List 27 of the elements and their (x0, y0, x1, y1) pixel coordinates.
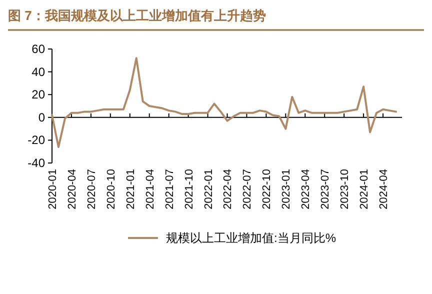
y-tick-label: 20 (32, 88, 46, 102)
x-tick-label: 2022-01 (202, 169, 215, 210)
x-tick-label: 2022-04 (222, 169, 234, 210)
y-tick-label: -40 (28, 156, 46, 170)
x-tick-label: 2020-01 (47, 169, 59, 210)
y-tick-label: 0 (38, 110, 46, 124)
x-tick-label: 2023-01 (280, 169, 293, 210)
x-tick-label: 2021-04 (144, 169, 156, 210)
x-tick-label: 2021-07 (164, 169, 176, 210)
legend: 规模以上工业增加值:当月同比% (128, 231, 336, 245)
x-tick-label: 2021-10 (183, 169, 196, 210)
x-tick-label: 2023-07 (320, 169, 332, 210)
x-tick-label: 2021-01 (124, 169, 137, 210)
title: 图 7：我国规模及以上工业增加值有上升趋势 (8, 8, 266, 23)
x-tick-label: 2023-10 (339, 169, 352, 210)
x-tick-label: 2022-07 (242, 169, 254, 210)
x-tick-label: 2022-10 (261, 169, 274, 210)
x-tick-label: 2023-04 (300, 169, 312, 210)
x-tick-label: 2024-04 (378, 169, 390, 210)
x-tick-label: 2024-01 (358, 169, 371, 210)
legend-label: 规模以上工业增加值:当月同比% (166, 231, 336, 245)
x-tick-label: 2020-10 (105, 169, 118, 210)
x-tick-label: 2020-04 (66, 169, 78, 210)
y-tick-label: 40 (32, 64, 46, 79)
x-tick-label: 2020-07 (86, 169, 98, 210)
y-tick-label: -20 (28, 133, 46, 148)
y-tick-label: 60 (32, 42, 46, 56)
